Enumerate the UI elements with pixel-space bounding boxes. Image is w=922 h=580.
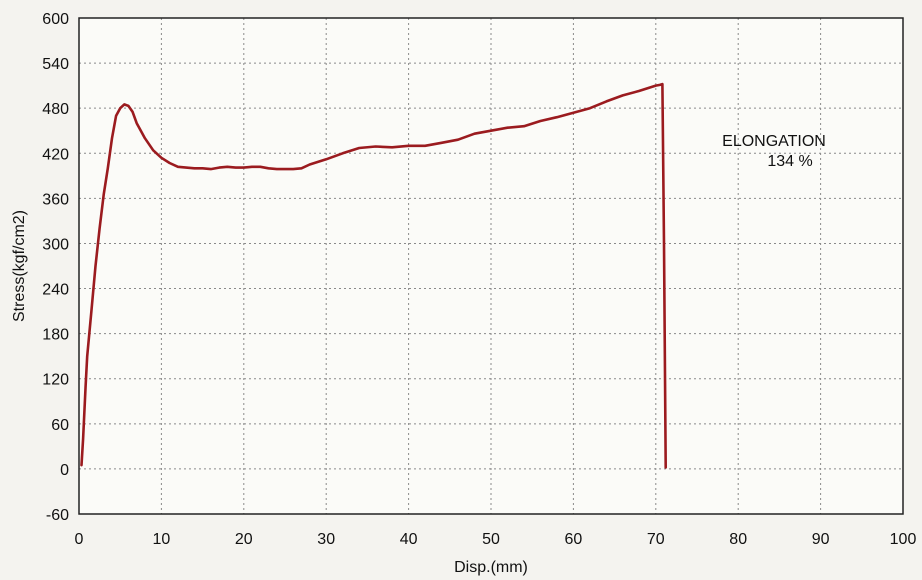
y-tick-label: 480 xyxy=(42,101,69,118)
x-tick-label: 0 xyxy=(75,531,84,548)
axes xyxy=(78,17,904,515)
plot-frame xyxy=(78,17,904,515)
elongation-label: ELONGATION xyxy=(722,133,826,150)
y-tick-label: -60 xyxy=(46,507,69,524)
x-tick-label: 50 xyxy=(482,531,500,548)
plot-area xyxy=(79,18,903,514)
x-tick-label: 60 xyxy=(565,531,583,548)
grid xyxy=(79,18,903,514)
y-tick-label: 600 xyxy=(42,11,69,28)
elongation-value: 134 % xyxy=(767,153,812,170)
y-tick-label: 0 xyxy=(60,462,69,479)
y-tick-label: 60 xyxy=(51,417,69,434)
x-tick-label: 40 xyxy=(400,531,418,548)
y-tick-label: 420 xyxy=(42,146,69,163)
y-tick-label: 360 xyxy=(42,191,69,208)
x-tick-label: 70 xyxy=(647,531,665,548)
y-tick-label: 540 xyxy=(42,56,69,73)
tick-labels: 0 10 20 30 40 50 60 70 80 90 100 -60 0 60 120 180 240 300… xyxy=(42,11,916,548)
y-tick-label: 240 xyxy=(42,282,69,299)
x-tick-label: 90 xyxy=(812,531,830,548)
y-tick-label: 300 xyxy=(42,236,69,253)
x-tick-label: 30 xyxy=(317,531,335,548)
y-tick-label: 180 xyxy=(42,327,69,344)
x-axis-label: Disp.(mm) xyxy=(454,559,528,576)
x-tick-label: 100 xyxy=(890,531,917,548)
x-tick-label: 20 xyxy=(235,531,253,548)
x-tick-label: 80 xyxy=(729,531,747,548)
series-line xyxy=(80,82,668,469)
y-tick-label: 120 xyxy=(42,372,69,389)
y-axis-label: Stress(kgf/cm2) xyxy=(11,210,28,322)
x-tick-label: 10 xyxy=(153,531,171,548)
